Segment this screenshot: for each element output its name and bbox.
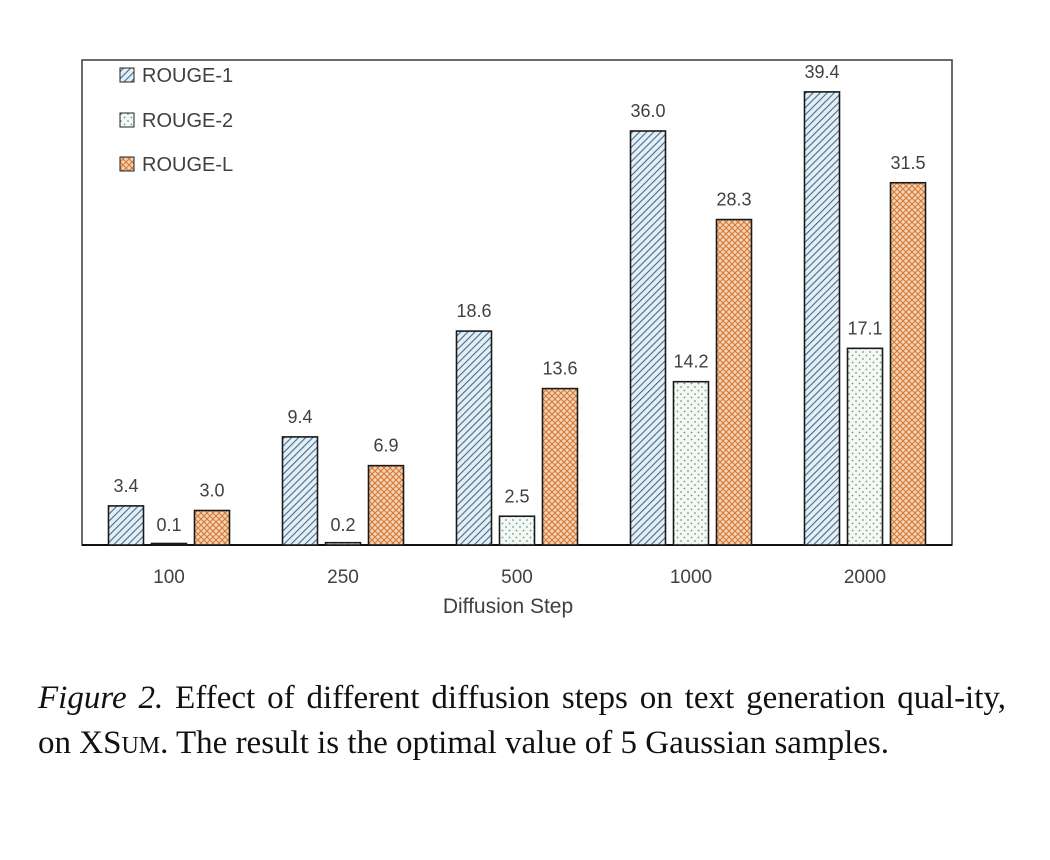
bar-rouge-1-1000 <box>629 130 667 546</box>
bar-rouge-2-250 <box>324 541 362 546</box>
x-tick-label-250: 250 <box>327 567 359 588</box>
figure-caption: Figure 2. Effect of different diffusion … <box>38 676 1006 769</box>
legend: ROUGE-1 ROUGE-2 ROUGE-L <box>119 65 233 176</box>
value-label-rouge-2-2000: 17.1 <box>847 318 882 338</box>
legend-item-rouge-1: ROUGE-1 <box>119 65 233 87</box>
bar-rouge-l-250 <box>367 464 405 546</box>
x-tick-label-2000: 2000 <box>844 567 886 588</box>
value-label-rouge-1-2000: 39.4 <box>804 62 839 82</box>
bar-rouge-l-1000 <box>715 218 753 546</box>
legend-item-rouge-2: ROUGE-2 <box>119 110 233 132</box>
value-label-rouge-l-500: 13.6 <box>542 359 577 379</box>
x-tick-label-500: 500 <box>501 567 533 588</box>
bar-rouge-1-500 <box>455 330 493 546</box>
caption-dataset-first: XS <box>79 725 122 761</box>
legend-swatch-rouge-1 <box>119 67 135 83</box>
bar-rouge-l-100 <box>193 509 231 546</box>
value-label-rouge-l-100: 3.0 <box>199 481 224 501</box>
legend-swatch-rouge-2 <box>119 112 135 128</box>
bar-rouge-1-2000 <box>803 91 841 546</box>
legend-label-rouge-1: ROUGE-1 <box>142 65 233 87</box>
legend-swatch-rouge-l <box>119 156 135 172</box>
value-label-rouge-2-250: 0.2 <box>330 515 355 535</box>
value-label-rouge-1-100: 3.4 <box>113 476 138 496</box>
bar-rouge-2-100 <box>150 542 188 546</box>
legend-item-rouge-l: ROUGE-L <box>119 154 233 176</box>
value-label-rouge-l-250: 6.9 <box>373 436 398 456</box>
value-label-rouge-l-1000: 28.3 <box>716 190 751 210</box>
caption-text-before: Effect of different diffusion steps on t… <box>38 680 1007 761</box>
value-label-rouge-l-2000: 31.5 <box>890 153 925 173</box>
bar-chart: 3.4 0.1 3.0 9.4 0.2 6.9 18.6 2.5 13.6 36.0 14.2 28.… <box>81 59 953 618</box>
bar-rouge-2-500 <box>498 515 536 546</box>
value-label-rouge-2-100: 0.1 <box>156 515 181 535</box>
value-label-rouge-2-500: 2.5 <box>504 486 529 506</box>
value-label-rouge-1-250: 9.4 <box>287 407 312 427</box>
bar-rouge-l-2000 <box>889 181 927 546</box>
x-axis-title: Diffusion Step <box>443 595 573 618</box>
legend-label-rouge-2: ROUGE-2 <box>142 110 233 132</box>
caption-figure-label: Figure 2. <box>38 680 164 716</box>
bar-rouge-2-1000 <box>672 380 710 546</box>
caption-dataset-rest: UM <box>121 733 161 759</box>
bar-rouge-l-500 <box>541 387 579 546</box>
legend-label-rouge-l: ROUGE-L <box>142 154 233 176</box>
value-label-rouge-1-1000: 36.0 <box>630 101 665 121</box>
x-tick-label-100: 100 <box>153 567 185 588</box>
bar-rouge-2-2000 <box>846 347 884 546</box>
x-tick-labels-layer: 100 250 500 1000 2000 <box>153 567 886 588</box>
x-tick-label-1000: 1000 <box>670 567 712 588</box>
caption-text-after: . The result is the optimal value of 5 G… <box>160 725 890 761</box>
value-label-rouge-1-500: 18.6 <box>456 301 491 321</box>
bar-rouge-1-250 <box>281 436 319 546</box>
value-labels-layer: 3.4 0.1 3.0 9.4 0.2 6.9 18.6 2.5 13.6 36.0 14.2 28.… <box>113 62 925 535</box>
bars-layer <box>107 91 927 546</box>
bar-rouge-1-100 <box>107 505 145 546</box>
value-label-rouge-2-1000: 14.2 <box>673 352 708 372</box>
